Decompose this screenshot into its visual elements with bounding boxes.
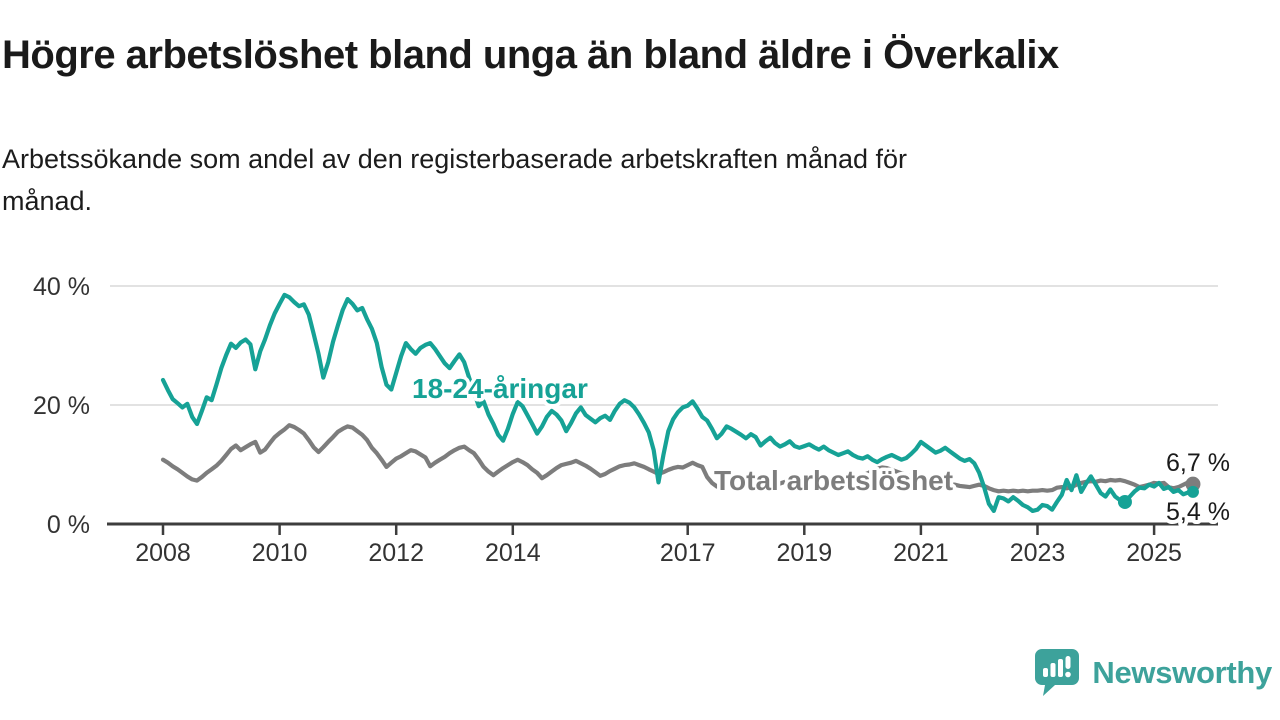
- end-value-label-youth: 5,4 %: [1166, 498, 1230, 526]
- y-tick-label-20: 20 %: [33, 392, 90, 420]
- logo-bar-small: [1043, 668, 1049, 677]
- series-line-youth: [160, 292, 1196, 513]
- logo-bubble: [1035, 649, 1080, 696]
- x-tick-label-2008: 2008: [135, 539, 191, 567]
- series-line-total: [160, 423, 1196, 494]
- y-tick-label-40: 40 %: [33, 273, 90, 301]
- logo-exclamation-dot: [1065, 671, 1072, 678]
- x-tick-label-2021: 2021: [893, 539, 949, 567]
- x-tick-label-2025: 2025: [1126, 539, 1182, 567]
- series-label-total: Total arbetslöshet: [714, 465, 953, 496]
- x-tick-label-2017: 2017: [660, 539, 716, 567]
- series-label-youth: 18-24-åringar: [412, 373, 588, 404]
- x-tick-label-2010: 2010: [252, 539, 308, 567]
- newsworthy-logo-icon: [1035, 649, 1080, 696]
- x-tick-label-2014: 2014: [485, 539, 541, 567]
- chart-subtitle: Arbetssökande som andel av den registerb…: [2, 139, 1202, 223]
- end-value-label-total: 6,7 %: [1166, 449, 1230, 477]
- x-tick-label-2019: 2019: [776, 539, 832, 567]
- x-tick-label-2012: 2012: [368, 539, 424, 567]
- chart-title: Högre arbetslöshet bland unga än bland ä…: [2, 33, 1059, 77]
- highlight-dot-youth: [1117, 494, 1132, 509]
- logo-exclamation-bar: [1065, 656, 1071, 669]
- x-tick-label-2023: 2023: [1010, 539, 1066, 567]
- chart-subtitle-line1: Arbetssökande som andel av den registerb…: [2, 144, 908, 174]
- logo-bar-large: [1058, 659, 1064, 677]
- logo-bar-medium: [1050, 663, 1056, 677]
- end-dot-youth: [1186, 485, 1199, 498]
- newsworthy-logo: Newsworthy: [1034, 648, 1272, 698]
- newsworthy-brand-name: Newsworthy: [1092, 655, 1272, 690]
- chart-subtitle-line2: månad.: [2, 185, 93, 216]
- y-tick-label-0: 0 %: [47, 511, 90, 539]
